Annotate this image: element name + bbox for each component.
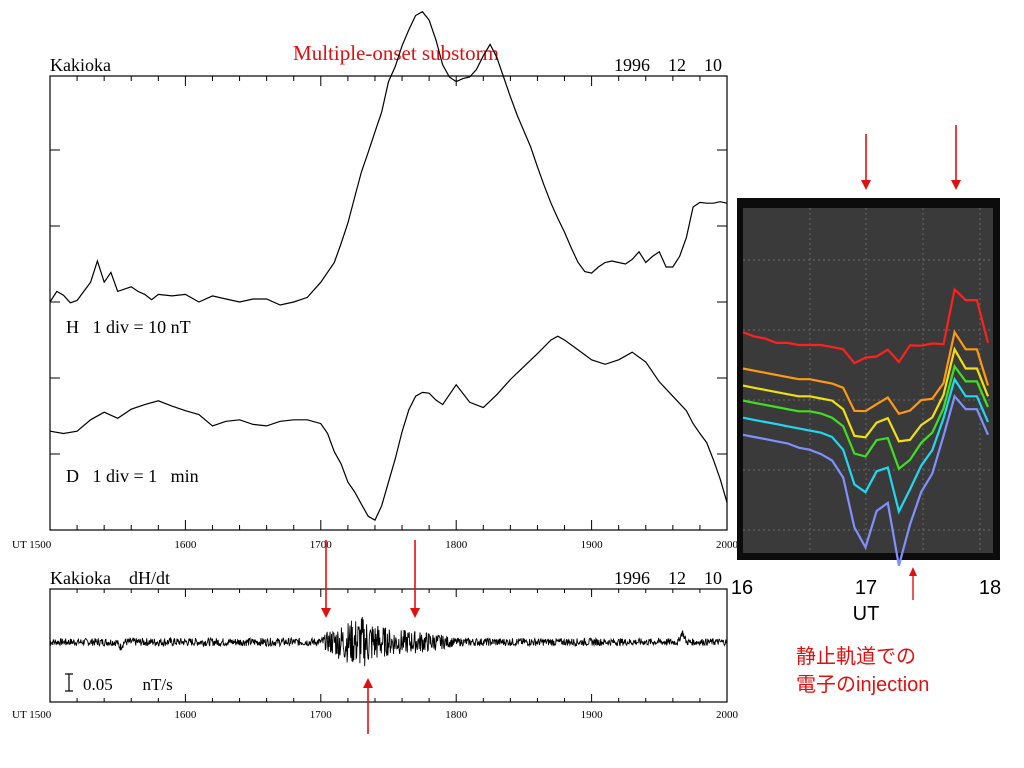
x-tick-label: 1600 [174, 539, 197, 551]
dhdt-frame [49, 588, 728, 703]
x-tick-label: 17 [855, 577, 877, 599]
electron-series-line [742, 329, 990, 415]
dhdt-date-label: 1996 12 10 [614, 568, 722, 588]
electron-series-line [742, 394, 990, 566]
electron-traces [742, 287, 990, 566]
h-component-trace [49, 10, 728, 306]
x-tick-label: 1900 [581, 539, 604, 551]
magnetogram-frame [49, 75, 728, 531]
dhdt-scale-bar [65, 673, 73, 692]
x-tick-label: UT 1500 [12, 539, 52, 551]
magnetogram-ticks [49, 76, 728, 530]
x-tick-label: 16 [731, 577, 753, 599]
injection-arrows [861, 125, 961, 600]
electron-series-line [742, 376, 990, 515]
injection-arrow-1 [861, 134, 871, 190]
onset-arrow-2 [410, 540, 420, 618]
d-component-trace [49, 335, 728, 521]
injection-note-line2: 電子のinjection [796, 674, 929, 696]
x-tick-label: 1900 [581, 709, 604, 721]
x-tick-label: 2000 [716, 539, 739, 551]
injection-note-line1: 静止軌道での [796, 645, 916, 668]
electron-flux-panel: 16 17 18 UT [731, 125, 1001, 625]
x-tick-label: 1800 [445, 539, 468, 551]
injection-arrow-3 [909, 567, 917, 600]
date-label: 1996 12 10 [614, 55, 722, 75]
electron-grid [743, 208, 993, 553]
x-tick-label: 18 [979, 577, 1001, 599]
electron-series-line [742, 363, 990, 471]
dhdt-ticks [49, 589, 728, 702]
dhdt-panel: Kakioka dH/dt 1996 12 10 0.05 nT/s UT 15… [12, 568, 739, 721]
onset-arrow-1 [321, 540, 331, 618]
x-tick-label: 1700 [310, 539, 333, 551]
dhdt-trace [49, 616, 728, 667]
magnetogram-panel: Kakioka 1996 12 10 H 1 div = 10 nT D 1 d… [12, 10, 739, 551]
x-tick-label: 2000 [716, 709, 739, 721]
magnetogram-x-axis: UT 1500 1600 1700 1800 1900 2000 [12, 539, 739, 551]
x-tick-label: 1700 [310, 709, 333, 721]
onset-arrows [321, 540, 420, 734]
onset-arrow-3 [363, 678, 373, 734]
x-tick-label: 1800 [445, 709, 468, 721]
slide-title: Multiple-onset substorm [293, 41, 499, 65]
h-scale-label: H 1 div = 10 nT [66, 317, 191, 337]
station-label: Kakioka [50, 55, 111, 75]
electron-series-line [742, 287, 990, 365]
electron-x-axis: 16 17 18 [731, 577, 1001, 599]
dhdt-station-label: Kakioka dH/dt [50, 568, 170, 588]
d-scale-label: D 1 div = 1 min [66, 466, 199, 486]
x-tick-label: 1600 [174, 709, 197, 721]
x-tick-label: UT 1500 [12, 709, 52, 721]
electron-series-line [742, 346, 990, 443]
electron-ut-label: UT [853, 603, 880, 625]
dhdt-x-axis: UT 1500 1600 1700 1800 1900 2000 [12, 709, 739, 721]
dhdt-scale-label: 0.05 nT/s [83, 675, 173, 694]
injection-arrow-2 [951, 125, 961, 190]
